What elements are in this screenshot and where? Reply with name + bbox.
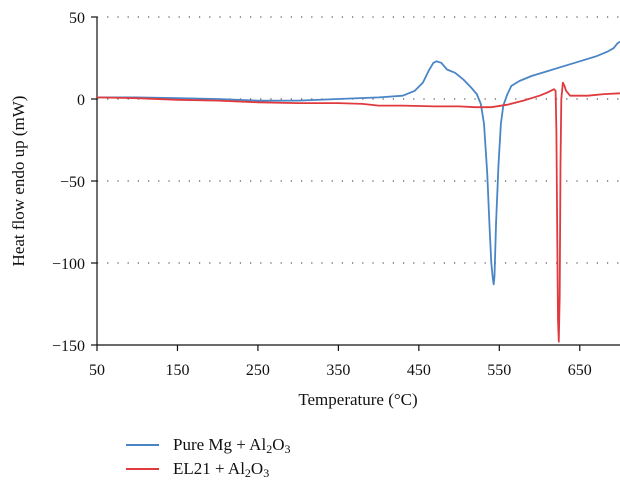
- y-tick-label: −50: [60, 174, 85, 191]
- legend-label-el21: EL21 + Al2O3: [173, 459, 270, 480]
- x-tick-label: 650: [568, 362, 592, 379]
- series-line-el21: [96, 81, 620, 343]
- x-tick-label: 450: [407, 362, 431, 379]
- x-axis-title: Temperature (°C): [298, 390, 417, 409]
- y-tick-label: 50: [69, 10, 85, 27]
- legend-swatch-pure-mg: [126, 444, 159, 446]
- series-line-pure-mg: [97, 40, 620, 286]
- y-tick-label: −150: [52, 338, 85, 355]
- x-tick-label: 150: [165, 362, 189, 379]
- grid-lines: [97, 16, 620, 264]
- y-axis-title: Heat flow endo up (mW): [9, 96, 28, 267]
- x-tick-label: 550: [487, 362, 511, 379]
- series-group: [96, 40, 620, 343]
- x-tick-label: 350: [326, 362, 350, 379]
- legend-swatch-el21: [126, 468, 159, 470]
- x-ticks: 50 150 250 350 450 550 650: [89, 345, 592, 379]
- legend-label-pure-mg: Pure Mg + Al2O3: [173, 435, 291, 456]
- x-tick-label: 250: [246, 362, 270, 379]
- y-ticks: 50 0 −50 −100 −150: [52, 10, 97, 355]
- dsc-chart: 50 0 −50 −100 −150 50 150 250 350 450 550 650 Temp…: [9, 10, 620, 409]
- y-tick-label: −100: [52, 256, 85, 273]
- y-tick-label: 0: [77, 92, 85, 109]
- axes: [96, 17, 620, 346]
- x-tick-label: 50: [89, 362, 105, 379]
